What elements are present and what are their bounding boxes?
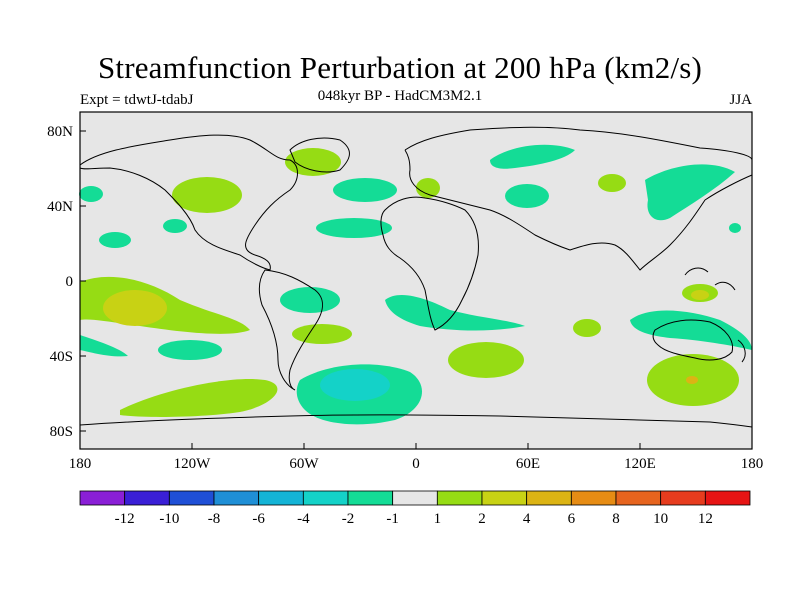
negative-region bbox=[316, 218, 392, 238]
africa-coast bbox=[380, 196, 479, 331]
colorbar-swatch bbox=[347, 490, 394, 506]
season-label: JJA bbox=[729, 92, 752, 108]
positive-core bbox=[691, 290, 709, 300]
positive-region bbox=[292, 324, 352, 344]
lon-label: 0 bbox=[412, 456, 420, 472]
colorbar-label: 4 bbox=[523, 511, 531, 527]
colorbar-swatch bbox=[436, 490, 483, 506]
colorbar-swatch bbox=[392, 490, 438, 506]
lon-label: 180 bbox=[741, 456, 764, 472]
negative-region bbox=[630, 310, 752, 350]
lat-label: 0 bbox=[66, 274, 74, 290]
colorbar-swatch bbox=[213, 490, 260, 506]
indonesia-coast bbox=[684, 267, 736, 291]
negative-region bbox=[163, 219, 187, 233]
negative-region bbox=[490, 144, 575, 169]
colorbar-swatch bbox=[168, 490, 215, 506]
lon-label: 180 bbox=[69, 456, 92, 472]
lon-ticks bbox=[79, 443, 753, 449]
colorbar-swatch bbox=[481, 490, 528, 506]
positive-region bbox=[172, 177, 242, 213]
greenland-coast bbox=[289, 137, 350, 173]
positive-region bbox=[598, 174, 626, 192]
experiment-label: Expt = tdwtJ-tdabJ bbox=[80, 92, 194, 108]
lon-label: 60W bbox=[289, 456, 319, 472]
positive-core bbox=[686, 376, 698, 384]
lat-label: 80N bbox=[47, 124, 73, 140]
lat-label: 40N bbox=[47, 199, 73, 215]
negative-region bbox=[99, 232, 131, 248]
lat-ticks bbox=[80, 130, 86, 432]
colorbar-label: 6 bbox=[568, 511, 576, 527]
strong-positive-anomalies bbox=[103, 290, 709, 384]
period-model-label: 048kyr BP - HadCM3M2.1 bbox=[317, 88, 483, 104]
colorbar-label: 12 bbox=[698, 511, 713, 527]
lon-label: 120W bbox=[174, 456, 212, 472]
positive-anomalies bbox=[80, 148, 739, 417]
colorbar-label: 1 bbox=[434, 511, 442, 527]
negative-region bbox=[505, 184, 549, 208]
negative-region bbox=[280, 287, 340, 313]
positive-core bbox=[103, 290, 167, 326]
colorbar-swatch bbox=[258, 490, 304, 506]
negative-region bbox=[645, 164, 735, 221]
negative-core bbox=[320, 369, 390, 401]
colorbar-swatch bbox=[570, 490, 617, 506]
negative-region bbox=[158, 340, 222, 360]
colorbar: -12 -10 -8 -6 -4 -2 -1 1 2 4 6 8 10 12 bbox=[79, 490, 751, 527]
lon-label: 60E bbox=[516, 456, 540, 472]
negative-region bbox=[80, 335, 128, 357]
australia-coast bbox=[652, 319, 734, 361]
colorbar-label: -4 bbox=[297, 511, 310, 527]
colorbar-label: -12 bbox=[115, 511, 135, 527]
colorbar-label: -1 bbox=[386, 511, 399, 527]
colorbar-swatch bbox=[124, 490, 170, 506]
colorbar-label: 8 bbox=[612, 511, 620, 527]
positive-region bbox=[120, 379, 278, 417]
colorbar-label: -6 bbox=[252, 511, 265, 527]
positive-region bbox=[573, 319, 601, 337]
lat-label: 80S bbox=[50, 424, 73, 440]
colorbar-label: 2 bbox=[478, 511, 486, 527]
negative-region bbox=[729, 223, 741, 233]
negative-region bbox=[333, 178, 397, 202]
positive-region bbox=[448, 342, 524, 378]
colorbar-label: 10 bbox=[653, 511, 668, 527]
negative-region bbox=[79, 186, 103, 202]
coastlines bbox=[79, 126, 753, 428]
antarctica-coast bbox=[79, 414, 753, 428]
north-america-coast bbox=[79, 134, 298, 271]
colorbar-swatch bbox=[526, 490, 572, 506]
colorbar-swatch bbox=[615, 490, 662, 506]
plot-title: Streamfunction Perturbation at 200 hPa (… bbox=[97, 50, 703, 85]
colorbar-swatch bbox=[660, 490, 706, 506]
colorbar-label: -8 bbox=[208, 511, 221, 527]
colorbar-swatch bbox=[302, 490, 349, 506]
colorbar-label: -2 bbox=[342, 511, 355, 527]
new-zealand-coast bbox=[737, 339, 746, 363]
colorbar-label: -10 bbox=[159, 511, 179, 527]
eurasia-coast bbox=[404, 126, 753, 271]
colorbar-swatch bbox=[704, 490, 751, 506]
positive-region bbox=[416, 178, 440, 198]
south-america-coast bbox=[258, 269, 323, 391]
lat-label: 40S bbox=[50, 349, 73, 365]
positive-region bbox=[285, 148, 341, 176]
lon-label: 120E bbox=[624, 456, 656, 472]
colorbar-swatch bbox=[79, 490, 126, 506]
